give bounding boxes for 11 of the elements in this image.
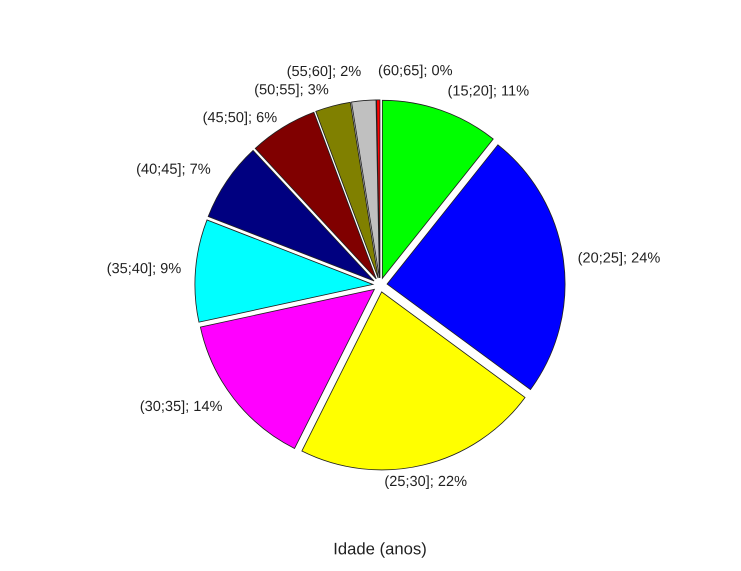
text: Idade (anos) [334, 542, 426, 558]
slice-label: (55;60]; 2% [288, 65, 361, 80]
slice-label: (30;35]; 14% [140, 400, 222, 414]
slice-label: (45;50]; 6% [204, 112, 277, 126]
slice-label: (40;45]; 7% [137, 163, 210, 177]
slice-label: (60;65]; 0% [378, 64, 452, 78]
slice-label: (20;25]; 24% [578, 252, 660, 266]
slice-label: (35;40]; 9% [108, 262, 181, 276]
slice-label: (50;55]; 3% [255, 84, 328, 98]
slice-label: (15;20]; 11% [448, 84, 529, 99]
slice-label: (25;30]; 22% [385, 475, 467, 489]
